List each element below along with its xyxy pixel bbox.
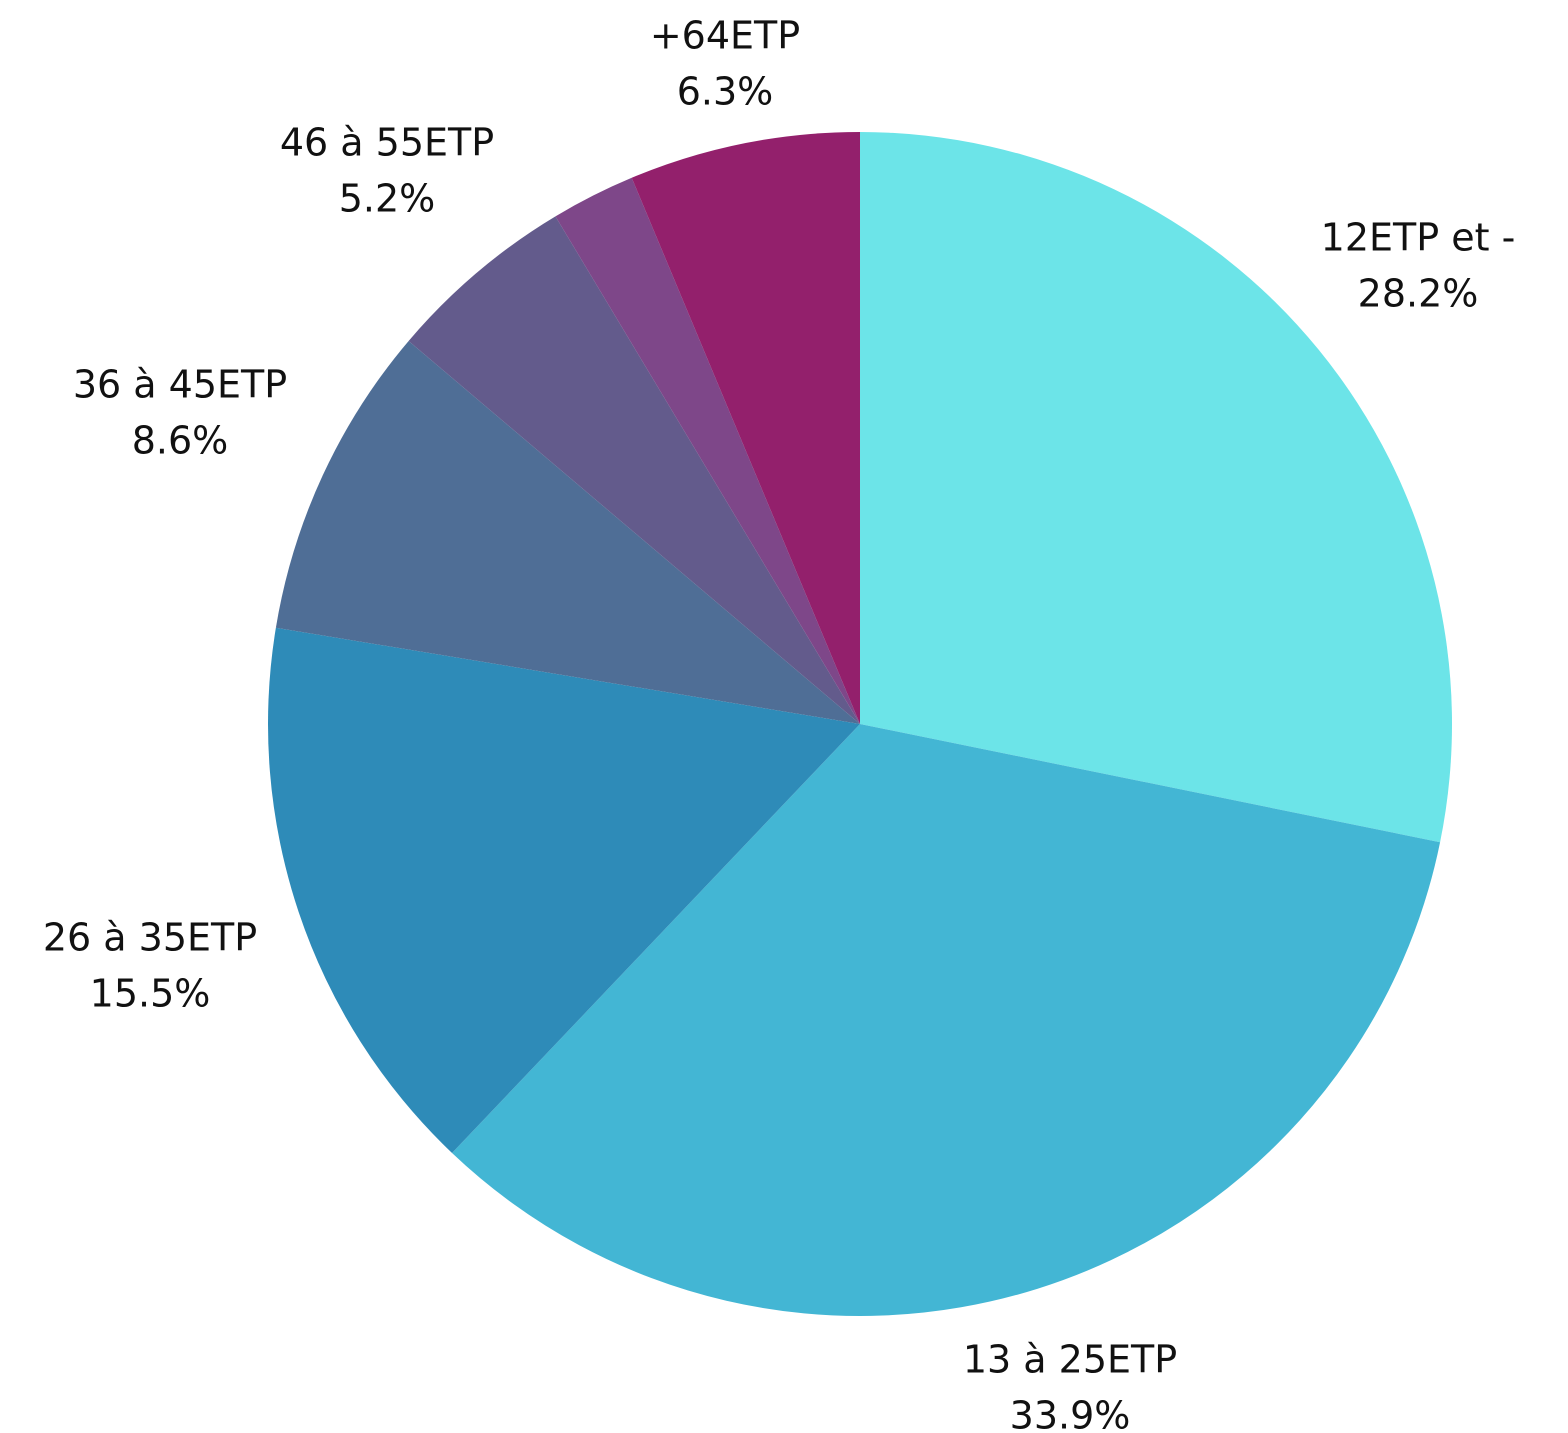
pie-slice xyxy=(408,216,860,724)
slice-value-label: 8.6% xyxy=(132,419,229,463)
slice-label: 36 à 45ETP xyxy=(73,363,287,407)
slice-value-label: 28.2% xyxy=(1358,272,1479,316)
slice-value-label: 5.2% xyxy=(339,177,436,221)
pie-slice xyxy=(555,177,860,725)
slice-value-label: 15.5% xyxy=(90,972,211,1016)
slice-label: 26 à 35ETP xyxy=(43,916,257,960)
slice-value-label: 33.9% xyxy=(1010,1394,1131,1433)
pie-slice xyxy=(275,340,860,724)
slice-label: 12ETP et - xyxy=(1321,216,1516,260)
slice-label: 13 à 25ETP xyxy=(963,1338,1177,1382)
slice-label: +64ETP xyxy=(650,14,800,58)
pie-slice xyxy=(860,132,1453,843)
pie-slice xyxy=(452,724,1441,1316)
slice-label: 46 à 55ETP xyxy=(280,121,494,165)
slice-value-label: 6.3% xyxy=(677,70,774,114)
pie-slice xyxy=(631,132,860,724)
pie-slice xyxy=(268,627,861,1153)
